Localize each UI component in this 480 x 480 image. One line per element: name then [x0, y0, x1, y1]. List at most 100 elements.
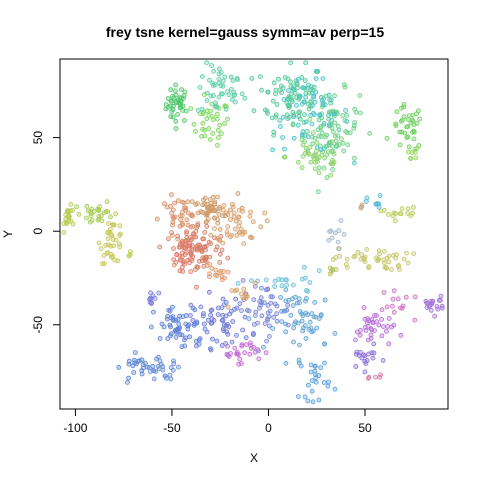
data-point	[236, 214, 242, 220]
data-point	[246, 316, 252, 322]
chart-title: frey tsne kernel=gauss symm=av perp=15	[106, 24, 384, 40]
data-point	[304, 128, 310, 134]
data-point	[285, 116, 291, 121]
data-point	[185, 199, 191, 205]
data-point	[299, 133, 305, 139]
data-point	[397, 129, 403, 135]
data-point	[311, 314, 317, 320]
data-point	[253, 280, 258, 286]
data-point	[101, 253, 107, 258]
data-point	[265, 89, 271, 95]
data-point	[330, 257, 336, 263]
data-point	[412, 294, 418, 300]
data-point	[160, 367, 166, 373]
data-point	[287, 103, 293, 109]
data-point	[204, 212, 210, 218]
data-point	[298, 363, 304, 369]
data-point	[187, 260, 192, 266]
data-point	[179, 213, 185, 219]
data-point	[281, 308, 287, 314]
data-point	[181, 205, 187, 211]
data-point	[290, 303, 296, 308]
data-point	[215, 235, 220, 241]
data-point	[131, 370, 137, 375]
data-point	[172, 200, 178, 206]
data-point	[268, 294, 274, 300]
data-point	[427, 302, 433, 308]
data-point	[315, 189, 321, 195]
data-point	[326, 123, 332, 129]
data-point	[266, 323, 272, 329]
data-point	[308, 369, 314, 375]
data-point	[199, 133, 204, 139]
data-point	[372, 328, 377, 334]
data-point	[315, 159, 320, 165]
data-point	[262, 210, 268, 216]
data-point	[191, 234, 197, 240]
data-point	[264, 338, 270, 344]
data-point	[232, 226, 238, 232]
data-point	[183, 335, 189, 341]
data-point	[293, 319, 298, 325]
data-point	[160, 364, 166, 370]
data-point	[228, 86, 234, 92]
data-point	[157, 358, 163, 364]
data-point	[113, 237, 119, 243]
data-point	[258, 224, 264, 230]
data-point	[411, 136, 417, 142]
data-point	[316, 170, 322, 176]
data-point	[271, 129, 277, 135]
data-point	[355, 249, 361, 255]
data-point	[171, 257, 177, 263]
data-point	[297, 309, 303, 315]
data-point	[209, 336, 215, 342]
data-point	[207, 137, 213, 143]
data-point	[294, 80, 300, 86]
data-point	[199, 106, 205, 112]
data-point	[340, 113, 346, 118]
data-point	[413, 155, 419, 161]
data-point	[405, 134, 411, 140]
data-point	[164, 375, 169, 381]
data-point	[280, 135, 286, 140]
data-point	[236, 361, 242, 367]
data-point	[234, 349, 240, 355]
data-point	[104, 199, 110, 205]
data-point	[256, 305, 262, 311]
data-point	[291, 114, 297, 120]
data-point	[200, 313, 206, 319]
data-point	[139, 371, 145, 377]
data-point	[102, 261, 107, 267]
data-point	[299, 276, 305, 282]
data-point	[406, 144, 412, 150]
data-point	[154, 216, 160, 222]
data-point	[148, 301, 154, 306]
data-point	[195, 222, 201, 228]
data-point	[188, 269, 194, 275]
data-point	[212, 215, 218, 221]
data-point	[230, 204, 236, 210]
data-point	[151, 376, 157, 382]
data-point	[168, 114, 174, 119]
data-point	[222, 121, 228, 126]
data-point	[167, 308, 173, 314]
data-point	[175, 364, 181, 370]
data-point	[335, 123, 341, 129]
data-point	[324, 132, 330, 138]
data-point	[207, 346, 213, 352]
y-tick-label: 0	[31, 228, 45, 235]
data-point	[267, 308, 273, 314]
data-point	[225, 89, 230, 94]
data-point	[225, 116, 231, 122]
data-point	[201, 236, 207, 242]
data-point	[386, 259, 392, 265]
data-point	[155, 363, 161, 369]
data-point	[262, 321, 268, 326]
data-point	[283, 360, 289, 366]
data-point	[188, 237, 194, 243]
data-point	[200, 255, 206, 261]
data-point	[173, 334, 179, 340]
data-point	[297, 116, 303, 122]
data-point	[168, 324, 173, 330]
data-points	[61, 60, 445, 405]
